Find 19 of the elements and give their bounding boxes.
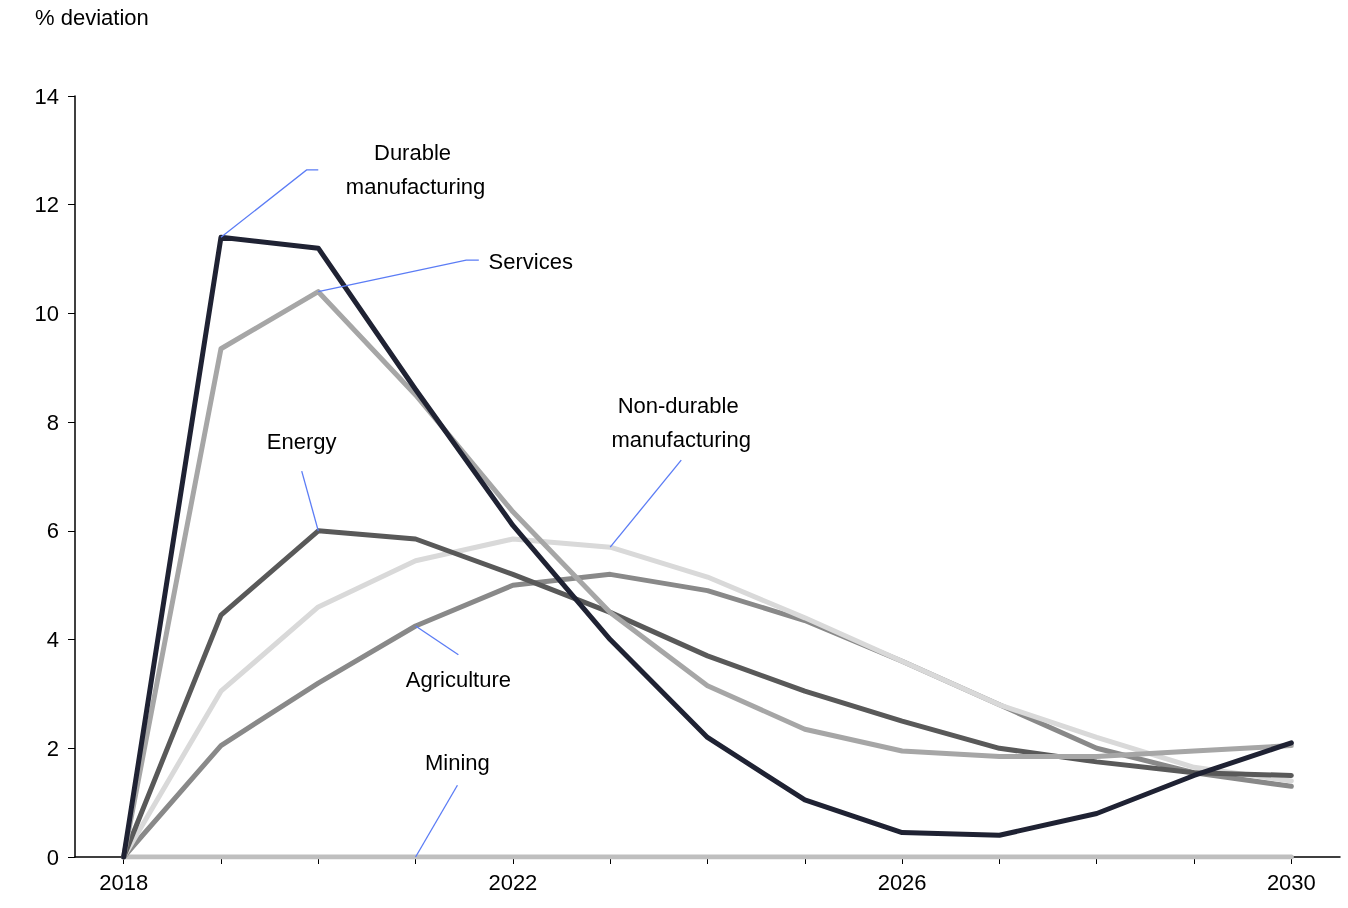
- y-axis-title: % deviation: [35, 4, 149, 30]
- y-tick-label: 10: [34, 300, 59, 326]
- x-tick-label: 2030: [1266, 869, 1316, 895]
- x-tick-label: 2026: [877, 869, 927, 895]
- y-tick-label: 12: [34, 192, 59, 218]
- text: Mining: [425, 750, 490, 776]
- text: Services: [488, 248, 573, 274]
- y-tick-label: 0: [46, 844, 59, 870]
- y-tick-label: 14: [34, 83, 59, 109]
- x-tick-label: 2018: [99, 869, 149, 895]
- y-tick-label: 4: [46, 627, 59, 653]
- y-tick-label: 2: [46, 735, 59, 761]
- text: Energy: [266, 428, 337, 454]
- x-tick-label: 2022: [488, 869, 538, 895]
- y-tick-label: 6: [46, 518, 59, 544]
- y-tick-label: 8: [46, 409, 59, 435]
- series-label: Agriculture: [405, 667, 511, 693]
- text: Durable manufacturing: [345, 139, 486, 199]
- text: Non-durable manufacturing: [611, 392, 751, 452]
